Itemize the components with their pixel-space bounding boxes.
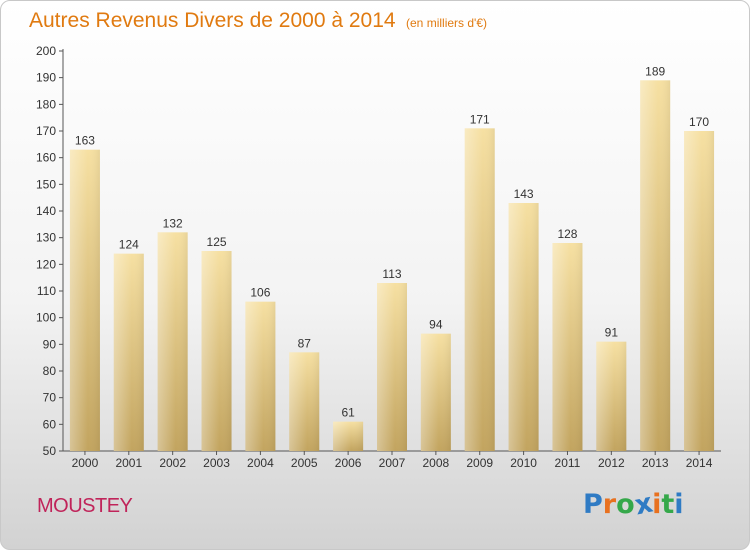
x-tick-label-2014: 2014 — [686, 456, 713, 470]
chart-axes: 50 60 70 80 90 100 110 120 130 140 150 160 170 180 190… — [36, 44, 721, 470]
commune-name: MOUSTEY — [37, 495, 133, 517]
x-tick-label-2007: 2007 — [379, 456, 406, 470]
x-tick-label-2002: 2002 — [159, 456, 186, 470]
bar-shade-2013 — [640, 80, 671, 451]
value-label-2007: 113 — [382, 267, 401, 281]
bars-group — [69, 80, 715, 451]
y-tick-label: 50 — [43, 444, 57, 458]
bar-shade-2012 — [596, 341, 627, 451]
y-tick-label: 150 — [36, 177, 56, 191]
x-tick-label-2012: 2012 — [598, 456, 625, 470]
y-tick-label: 100 — [36, 311, 56, 325]
value-label-2009: 171 — [470, 112, 490, 126]
value-label-2005: 87 — [298, 336, 312, 350]
x-tick-label-2003: 2003 — [203, 456, 230, 470]
bar-shade-2011 — [552, 243, 583, 451]
x-tick-label-2004: 2004 — [247, 456, 274, 470]
bar-shade-2005 — [289, 352, 320, 451]
chart-subtitle: (en milliers d'€) — [406, 16, 487, 30]
logo-letter: o — [616, 489, 635, 520]
bar-shade-2006 — [333, 421, 364, 451]
y-tick-label: 130 — [36, 231, 56, 245]
logo-letter: i — [652, 489, 662, 520]
value-label-2011: 128 — [557, 227, 577, 241]
bar-shade-2008 — [420, 333, 451, 451]
logo-letter: i — [674, 489, 684, 520]
value-label-2002: 132 — [163, 216, 183, 230]
x-tick-label-2006: 2006 — [335, 456, 362, 470]
value-label-2012: 91 — [605, 326, 619, 340]
y-tick-label: 190 — [36, 71, 56, 85]
x-tick-label-2011: 2011 — [555, 456, 581, 470]
logo-letter: r — [602, 489, 617, 520]
logo-letter: P — [583, 489, 603, 520]
bar-shade-2007 — [377, 283, 407, 451]
x-tick-label-2005: 2005 — [291, 456, 318, 470]
y-tick-label: 160 — [36, 151, 56, 165]
value-label-2010: 143 — [514, 187, 534, 201]
value-label-2003: 125 — [207, 235, 227, 249]
bar-shade-2001 — [113, 253, 144, 451]
y-tick-label: 80 — [43, 364, 57, 378]
value-label-2001: 124 — [119, 238, 139, 252]
y-tick-label: 200 — [36, 44, 56, 58]
y-tick-label: 170 — [36, 124, 56, 138]
proxiti-logo: Proxiti — [583, 488, 684, 522]
value-labels-group: 163 124 132 125 106 87 61 113 94 171 143 128 91 189 17… — [75, 64, 709, 419]
title-row: Autres Revenus Divers de 2000 à 2014 (en… — [29, 9, 487, 33]
bar-shade-2010 — [508, 203, 539, 451]
x-tick-label-2000: 2000 — [72, 456, 99, 470]
y-tick-label: 60 — [43, 417, 57, 431]
value-label-2013: 189 — [645, 64, 665, 78]
y-tick-label: 140 — [36, 204, 56, 218]
x-tick-label-2010: 2010 — [510, 456, 537, 470]
y-tick-label: 70 — [43, 391, 57, 405]
y-tick-label: 110 — [37, 284, 56, 298]
x-tick-label-2008: 2008 — [423, 456, 450, 470]
value-label-2000: 163 — [75, 134, 95, 148]
value-label-2006: 61 — [341, 406, 355, 420]
chart-title: Autres Revenus Divers de 2000 à 2014 — [29, 9, 396, 32]
y-tick-label: 180 — [36, 97, 56, 111]
value-label-2014: 170 — [689, 115, 709, 129]
bar-shade-2004 — [245, 301, 276, 451]
x-tick-label-2009: 2009 — [466, 456, 493, 470]
value-label-2004: 106 — [250, 286, 270, 300]
x-tick-label-2013: 2013 — [642, 456, 669, 470]
x-tick-label-2001: 2001 — [115, 456, 142, 470]
bar-shade-2014 — [684, 131, 715, 451]
bar-shade-2002 — [157, 232, 188, 451]
value-label-2008: 94 — [429, 318, 443, 332]
bar-shade-2003 — [201, 251, 232, 451]
bar-shade-2000 — [69, 149, 100, 451]
logo-letter: t — [661, 489, 675, 520]
bar-shade-2009 — [464, 128, 495, 451]
y-tick-label: 120 — [36, 257, 56, 271]
y-tick-label: 90 — [43, 337, 57, 351]
